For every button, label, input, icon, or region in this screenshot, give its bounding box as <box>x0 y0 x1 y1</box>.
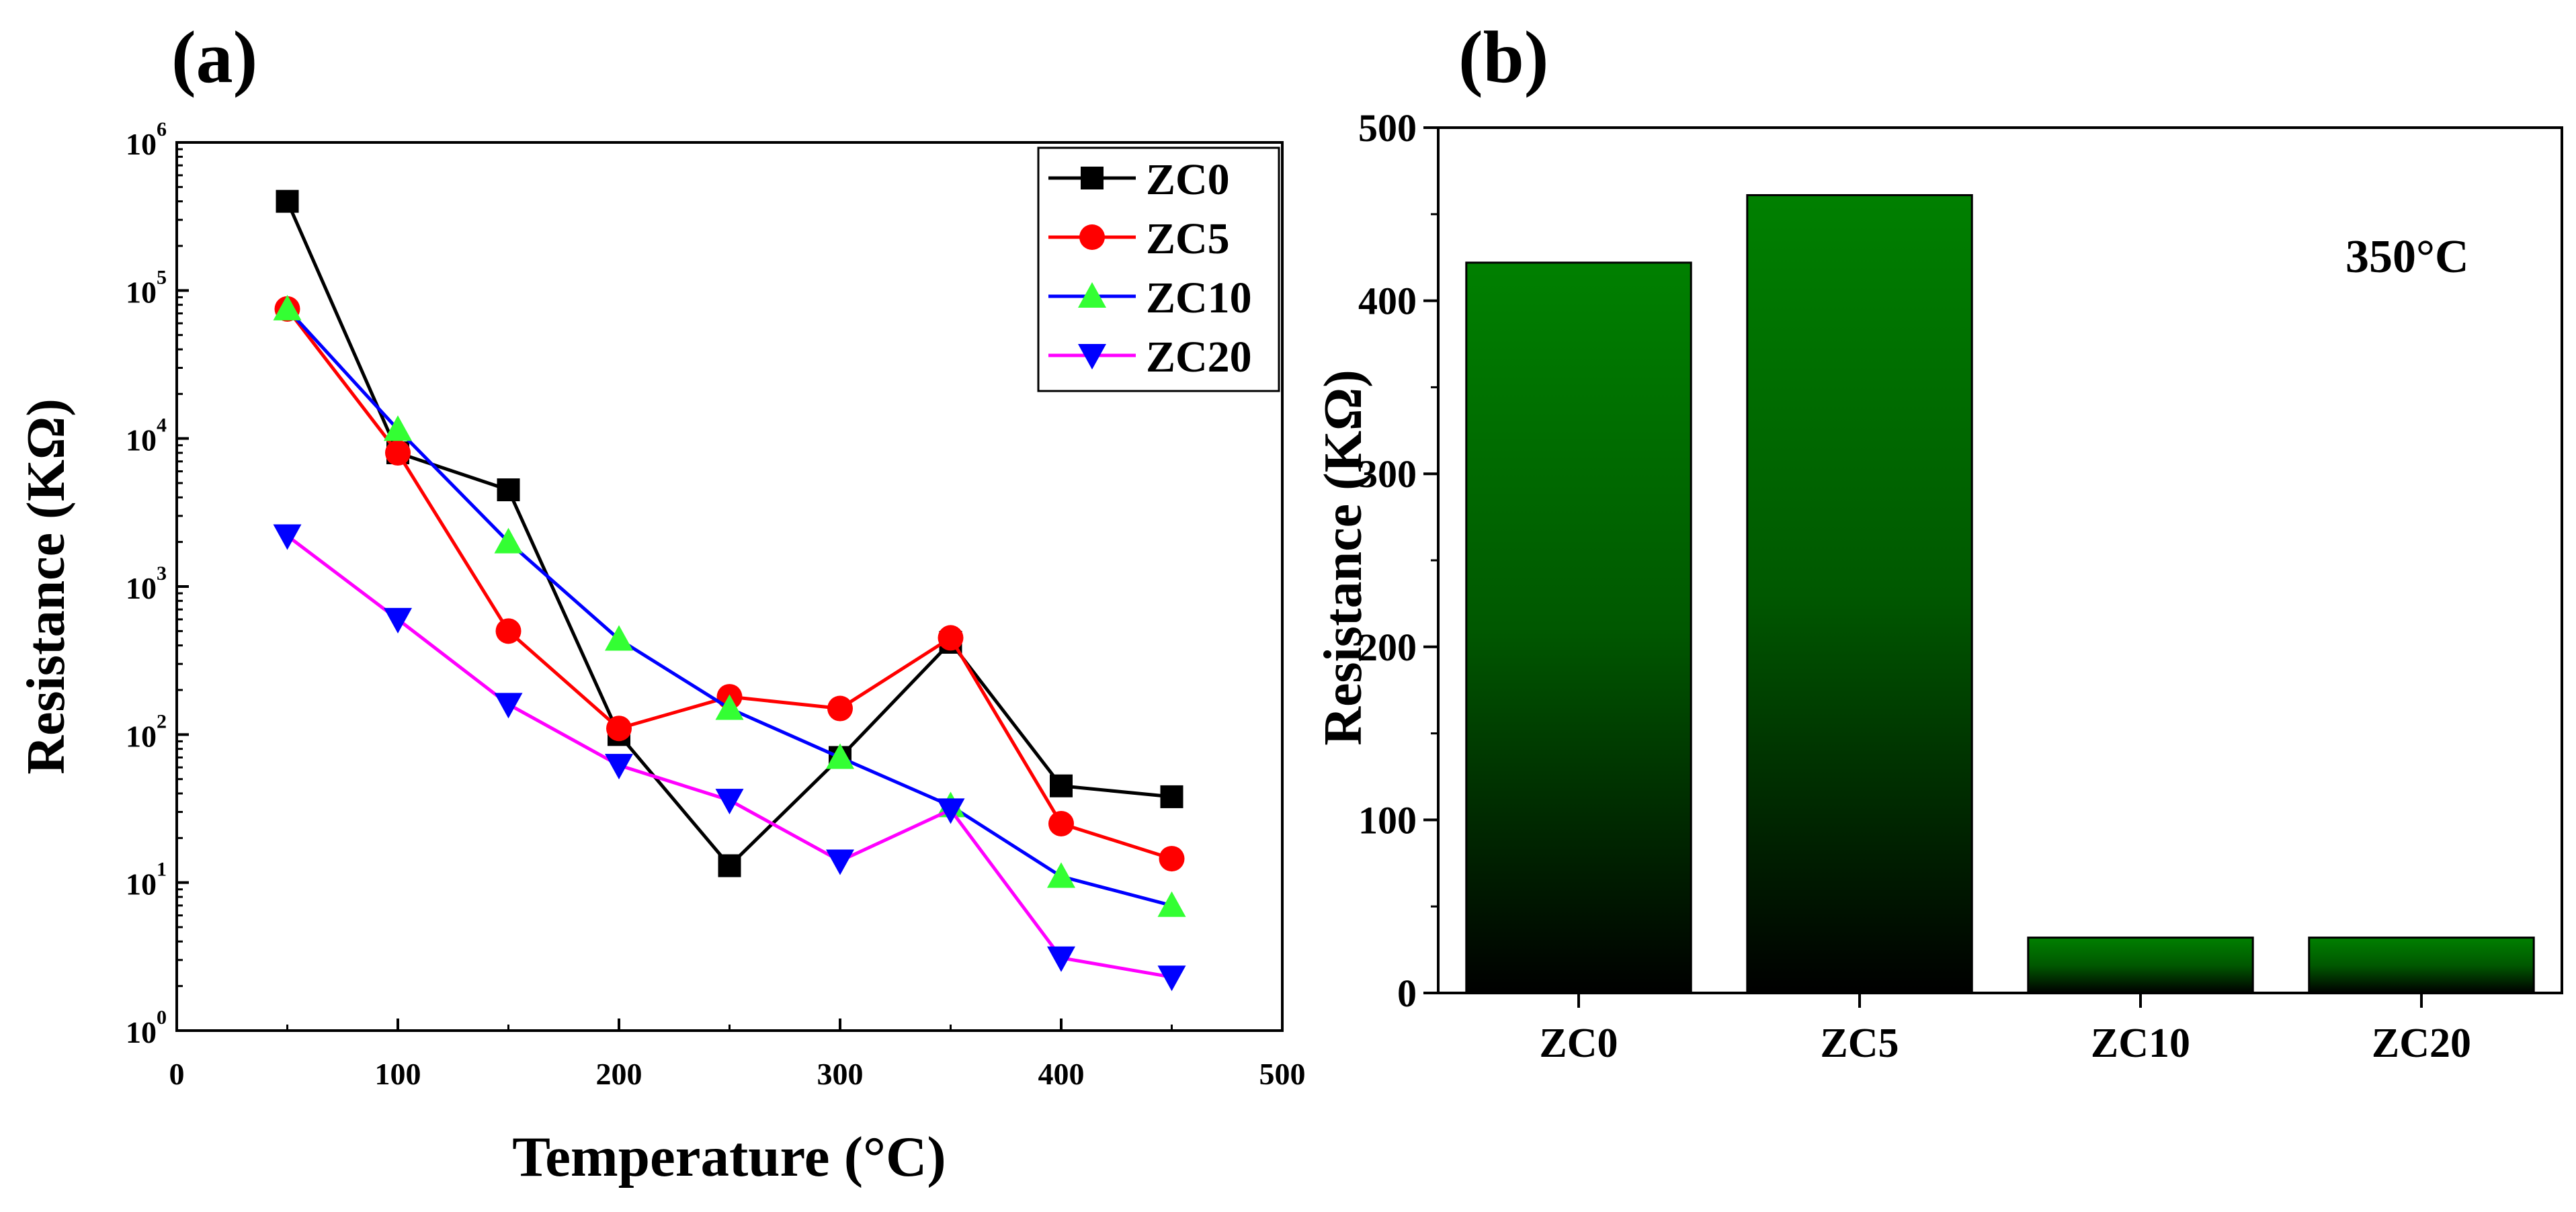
data-point-zc0 <box>276 189 299 213</box>
data-point-zc10 <box>1047 862 1075 888</box>
y-tick-label: 10 <box>126 571 157 605</box>
data-point-zc0 <box>1160 785 1183 808</box>
panel-a-x-ticks: 0 100 200 300 400 500 <box>169 1019 1306 1091</box>
data-point-zc20 <box>1047 946 1075 972</box>
data-point-zc10 <box>605 625 633 651</box>
y-tick-label: 200 <box>1358 625 1417 669</box>
bar-zc5 <box>1746 193 1973 994</box>
y-tick-label: 10 <box>126 275 157 309</box>
data-point-zc20 <box>494 693 523 719</box>
data-point-zc5 <box>1159 846 1185 872</box>
data-point-zc10 <box>273 294 302 320</box>
data-point-zc20 <box>715 789 744 815</box>
bar-zc10 <box>2027 937 2254 994</box>
y-tick-exponent: 0 <box>157 1006 167 1029</box>
y-tick-label: 500 <box>1358 106 1417 150</box>
data-point-zc5 <box>385 440 411 466</box>
legend-marker-zc5 <box>1079 224 1105 250</box>
x-tick-label: 200 <box>596 1057 642 1091</box>
data-point-zc20 <box>605 754 633 780</box>
x-tick-label: 400 <box>1038 1057 1085 1091</box>
legend-label-zc0: ZC0 <box>1146 155 1230 204</box>
y-tick-label: 10 <box>126 719 157 753</box>
data-point-zc10 <box>494 527 523 554</box>
y-tick-label: 300 <box>1358 452 1417 496</box>
y-tick-label: 10 <box>126 1015 157 1049</box>
data-point-zc20 <box>826 849 854 875</box>
data-point-zc20 <box>273 524 302 550</box>
x-tick-label: ZC0 <box>1539 1021 1618 1066</box>
data-point-zc5 <box>938 625 964 651</box>
y-tick-label: 10 <box>126 127 157 161</box>
x-tick-label: ZC5 <box>1820 1021 1899 1066</box>
x-tick-label: 100 <box>375 1057 421 1091</box>
data-point-zc10 <box>1157 891 1186 917</box>
y-tick-exponent: 4 <box>157 415 167 437</box>
data-point-zc20 <box>384 607 412 634</box>
y-tick-label: 400 <box>1358 279 1417 323</box>
y-tick-exponent: 5 <box>157 266 167 288</box>
panel-b-bars: ZC0 ZC5 ZC10 ZC20 <box>1465 193 2535 1066</box>
panel-a-x-axis-label: Temperature (°C) <box>512 1125 946 1188</box>
legend-marker-zc0 <box>1081 167 1104 189</box>
data-point-zc20 <box>1157 965 1186 992</box>
data-point-zc5 <box>827 695 853 722</box>
bar-zc20 <box>2308 937 2535 994</box>
legend-entries: ZC0 ZC5 ZC10 ZC20 <box>1048 155 1252 382</box>
panel-b-y-ticks: 0 100 200 300 400 500 <box>1358 106 1438 1015</box>
panel-a-y-axis-label: Resistance (KΩ) <box>17 398 76 775</box>
data-point-zc0 <box>1050 774 1073 797</box>
x-tick-label: 500 <box>1259 1057 1306 1091</box>
x-tick-label: 0 <box>169 1057 185 1091</box>
panel-a-series <box>273 189 1186 992</box>
data-point-zc5 <box>606 716 632 742</box>
x-tick-label: ZC10 <box>2091 1021 2190 1066</box>
x-tick-label: 300 <box>817 1057 864 1091</box>
y-tick-exponent: 1 <box>157 859 167 881</box>
panel-b: (b) 0 100 200 300 400 500 ZC0 ZC5 ZC10 ZC20 350°… <box>1314 16 2563 1066</box>
series-line-zc10 <box>286 308 1173 908</box>
panel-b-annotation: 350°C <box>2345 231 2469 283</box>
y-tick-exponent: 3 <box>157 562 167 585</box>
panel-a-legend: ZC0 ZC5 ZC10 ZC20 <box>1037 146 1280 392</box>
data-point-zc0 <box>718 854 741 877</box>
panel-b-y-axis-label: Resistance (KΩ) <box>1314 370 1373 746</box>
bar-zc0 <box>1465 261 1692 994</box>
data-point-zc10 <box>826 743 854 769</box>
y-tick-label: 10 <box>126 423 157 458</box>
y-tick-label: 0 <box>1397 971 1417 1015</box>
data-point-zc0 <box>497 478 520 502</box>
y-tick-exponent: 6 <box>157 118 167 140</box>
data-point-zc20 <box>936 798 965 824</box>
y-tick-label: 100 <box>1358 798 1417 842</box>
legend-marker-zc20 <box>1078 344 1106 370</box>
legend-label-zc10: ZC10 <box>1146 273 1252 322</box>
legend-marker-zc10 <box>1078 282 1106 308</box>
data-point-zc10 <box>384 415 412 441</box>
x-tick-label: ZC20 <box>2372 1021 2471 1066</box>
legend-label-zc5: ZC5 <box>1146 214 1230 263</box>
data-point-zc5 <box>495 618 522 644</box>
panel-a-label: (a) <box>171 16 257 98</box>
data-point-zc5 <box>1048 810 1074 836</box>
data-point-zc10 <box>715 694 744 720</box>
legend-label-zc20: ZC20 <box>1146 333 1252 382</box>
legend-box <box>1037 146 1280 392</box>
y-tick-exponent: 2 <box>157 710 167 732</box>
y-tick-label: 10 <box>126 867 157 902</box>
panel-b-label: (b) <box>1458 16 1548 98</box>
